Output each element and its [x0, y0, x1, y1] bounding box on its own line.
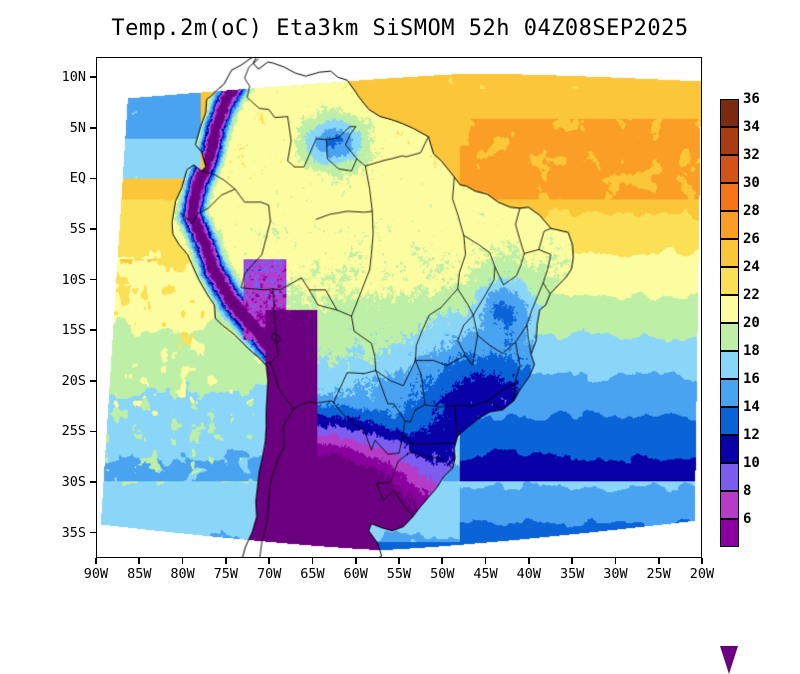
colorbar-band: [720, 295, 739, 323]
x-axis-tick: [701, 558, 703, 564]
colorbar-tick-label: 32: [743, 147, 760, 163]
x-axis-label: 70W: [256, 566, 282, 582]
x-axis-label: 20W: [689, 566, 715, 582]
colorbar-tick-label: 16: [743, 371, 760, 387]
colorbar-tick-label: 10: [743, 455, 760, 471]
colorbar-tick-label: 34: [743, 119, 760, 135]
y-axis-tick: [90, 76, 96, 79]
colorbar-band: [720, 351, 739, 379]
colorbar-band: [720, 183, 739, 211]
colorbar-band: [720, 519, 739, 547]
colorbar-tick-label: 8: [743, 483, 752, 499]
y-axis-tick: [90, 380, 96, 382]
colorbar-tick-label: 12: [743, 427, 760, 443]
colorbar-band: [720, 491, 739, 519]
x-axis-tick: [311, 558, 314, 564]
colorbar-band: [720, 407, 739, 435]
y-axis-tick: [90, 481, 96, 483]
x-axis-label: 80W: [170, 566, 195, 582]
x-axis-tick: [571, 558, 573, 564]
x-axis-label: 90W: [83, 566, 109, 582]
colorbar-tick-label: 14: [743, 399, 760, 415]
y-axis-tick: [90, 430, 96, 433]
x-axis-label: 30W: [603, 566, 628, 582]
y-axis-tick: [90, 127, 96, 129]
x-axis-label: 45W: [473, 566, 498, 582]
colorbar-band: [720, 267, 739, 295]
x-axis-tick: [441, 558, 444, 564]
figure-canvas: Temp.2m(oC) Eta3km SiSMOM 52h 04Z08SEP20…: [61, 16, 760, 674]
x-axis-tick: [181, 558, 184, 564]
colorbar-tick-label: 30: [743, 175, 760, 191]
x-axis-tick: [95, 558, 97, 564]
x-axis-tick: [268, 558, 270, 564]
y-axis-label: 10S: [61, 271, 86, 288]
x-axis-tick: [138, 558, 141, 564]
y-axis-label: 35S: [61, 524, 86, 541]
colorbar[interactable]: [720, 99, 739, 674]
colorbar-tick-label: 36: [743, 91, 760, 107]
y-axis-label: 30S: [61, 474, 86, 491]
colorbar-tick-label: 24: [743, 259, 760, 275]
temperature-field-raster: [97, 58, 701, 557]
colorbar-tick-label: 6: [743, 511, 752, 527]
page-title: Temp.2m(oC) Eta3km SiSMOM 52h 04Z08SEP20…: [111, 16, 689, 41]
colorbar-tick-label: 22: [743, 287, 760, 303]
y-axis-label: 5S: [69, 221, 86, 238]
x-axis-tick: [484, 558, 487, 564]
x-axis-tick: [354, 558, 357, 564]
colorbar-tick-label: 28: [743, 203, 760, 219]
y-axis-label: 10N: [61, 69, 86, 86]
colorbar-band: [720, 379, 739, 407]
colorbar-band: [720, 323, 739, 351]
y-axis-tick: [90, 329, 96, 332]
y-axis-label: EQ: [69, 170, 86, 187]
colorbar-band: [720, 155, 739, 183]
colorbar-band: [720, 127, 739, 155]
x-axis-tick: [225, 558, 227, 564]
x-axis-label: 65W: [300, 566, 325, 582]
colorbar-under-arrow-icon: [720, 646, 738, 674]
x-axis-label: 75W: [213, 566, 239, 582]
colorbar-tick-label: 26: [743, 231, 760, 247]
colorbar-tick-label: 18: [743, 343, 760, 359]
x-axis-label: 60W: [343, 566, 368, 582]
colorbar-band: [720, 99, 739, 127]
x-axis-label: 55W: [386, 566, 412, 582]
x-axis-tick: [528, 558, 530, 564]
x-axis-tick: [614, 558, 617, 564]
y-axis-tick: [90, 228, 96, 230]
y-axis-label: 15S: [61, 322, 86, 339]
x-axis-tick: [398, 558, 400, 564]
y-axis-label: 25S: [61, 423, 86, 440]
x-axis-label: 50W: [430, 566, 455, 582]
x-axis-label: 85W: [127, 566, 152, 582]
colorbar-band: [720, 435, 739, 463]
x-axis-tick: [657, 558, 660, 564]
colorbar-tick-label: 20: [743, 315, 760, 331]
x-axis-label: 40W: [516, 566, 542, 582]
y-axis-tick: [90, 278, 96, 281]
y-axis-tick: [90, 531, 96, 534]
x-axis-label: 25W: [646, 566, 671, 582]
y-axis-label: 5N: [69, 119, 86, 136]
x-axis-label: 35W: [559, 566, 585, 582]
y-axis-tick: [90, 177, 96, 180]
colorbar-band: [720, 239, 739, 267]
colorbar-band: [720, 211, 739, 239]
y-axis-label: 20S: [61, 372, 86, 389]
map-plot-area[interactable]: [96, 57, 702, 558]
colorbar-band: [720, 463, 739, 491]
